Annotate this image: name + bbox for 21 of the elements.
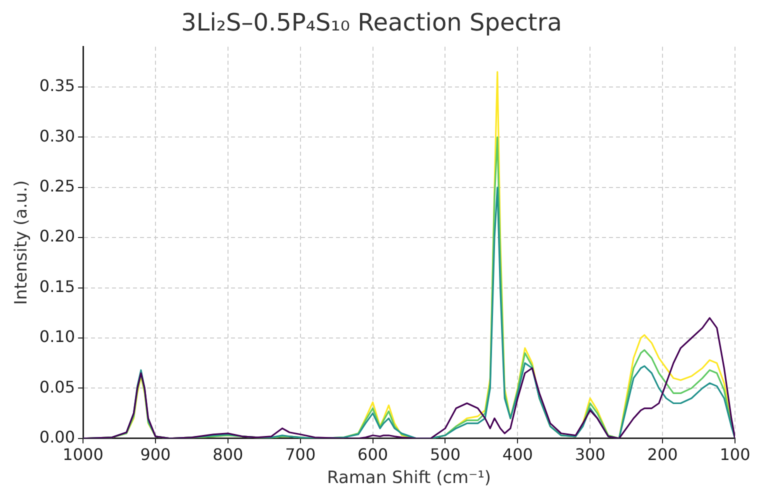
x-tick-label: 300 — [574, 445, 606, 464]
y-tick-label: 0.35 — [39, 76, 76, 96]
y-tick-label: 0.25 — [39, 176, 76, 196]
y-tick-label: 0.30 — [39, 126, 76, 146]
y-tick-label: 0.05 — [39, 377, 76, 396]
y-tick-label: 0.00 — [39, 428, 76, 447]
x-tick-label: 700 — [285, 445, 316, 464]
y-axis-title: Intensity (a.u.) — [12, 180, 32, 305]
x-tick-label: 600 — [358, 445, 388, 464]
x-tick-label: 1000 — [62, 445, 104, 464]
x-tick-label: 100 — [720, 445, 750, 464]
x-tick-label: 200 — [647, 445, 678, 464]
x-tick-label: 800 — [212, 445, 244, 464]
x-axis-title: Raman Shift (cm⁻¹) — [327, 468, 492, 488]
x-tick-label: 900 — [140, 445, 171, 464]
y-tick-label: 0.15 — [39, 276, 76, 296]
y-tick-label: 0.20 — [39, 226, 76, 246]
y-tick-label: 0.10 — [39, 327, 76, 346]
x-tick-label: 500 — [430, 445, 461, 464]
chart-title: 3Li₂S–0.5P₄S₁₀ Reaction Spectra — [181, 8, 562, 37]
x-tick-label: 400 — [502, 445, 533, 464]
